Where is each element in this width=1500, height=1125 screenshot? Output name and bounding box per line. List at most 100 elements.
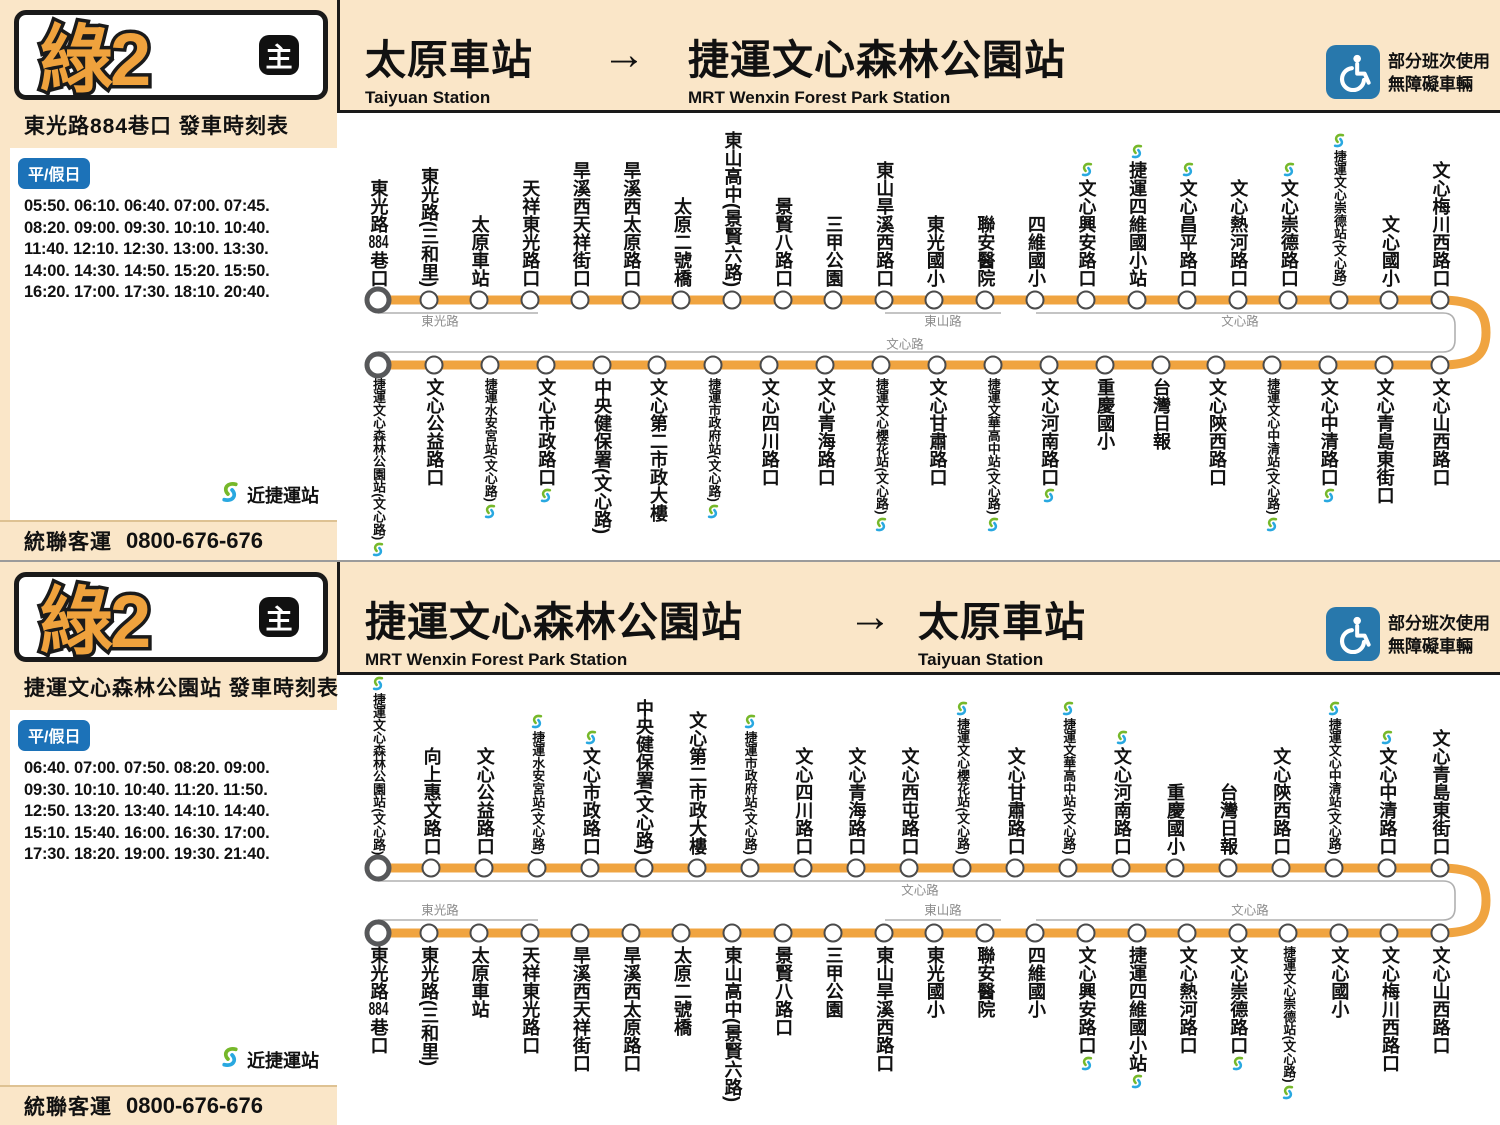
stop-marker <box>570 923 590 943</box>
stop-marker <box>1218 858 1238 878</box>
stop-label: 天祥東光路口 <box>520 946 541 1054</box>
panel-divider <box>0 560 1500 562</box>
stop-label: 東山高中(景賢六路) <box>722 131 743 287</box>
mrt-transfer-icon <box>1131 1074 1143 1089</box>
time-line: 17:30. 18:20. 19:00. 19:30. 21:40. <box>24 845 270 863</box>
stop-label: 捷運市政府站(文心路) <box>706 378 721 521</box>
stop-marker <box>846 858 866 878</box>
stop-marker <box>927 355 947 375</box>
stop-label: 太原車站 <box>469 215 490 287</box>
stop-marker <box>874 290 894 310</box>
mrt-legend-label: 近捷運站 <box>247 1050 319 1071</box>
mrt-transfer-icon <box>1044 488 1055 503</box>
stop-marker <box>899 858 919 878</box>
stop-marker <box>570 290 590 310</box>
stop-label: 重慶國小 <box>1095 378 1116 450</box>
day-type-badge: 平/假日 <box>18 720 91 751</box>
time-line: 15:10. 15:40. 16:00. 16:30. 17:00. <box>24 823 270 842</box>
stop-marker <box>1025 923 1045 943</box>
route-badge: 綠2 主 <box>14 572 328 667</box>
main-route-tag: 主 <box>259 597 299 637</box>
mrt-transfer-icon <box>1063 702 1074 716</box>
stop-marker <box>424 355 444 375</box>
route-map-return: 文心路 東光路 東山路 文心路 捷運文心森林公園站(文心路) 向上惠文路口 文心公益路口 捷運… <box>340 675 1500 1125</box>
stop-marker <box>773 923 793 943</box>
stop-label: 文心青海路口 <box>846 747 867 855</box>
stop-marker <box>621 923 641 943</box>
stop-label: 台灣日報 <box>1151 378 1172 450</box>
stop-label: 東光路(三和里) <box>419 946 440 1066</box>
stop-marker <box>1228 923 1248 943</box>
stop-marker <box>1318 355 1338 375</box>
stop-label: 文心甘肅路口 <box>927 378 948 486</box>
timetable-area: 平/假日 06:40. 07:00. 07:50. 08:20. 09:00. 0… <box>10 710 337 1085</box>
stop-marker <box>1324 858 1344 878</box>
stop-label: 捷運文心中清站(文心路) <box>1326 699 1342 855</box>
mrt-transfer-icon <box>1182 162 1193 177</box>
operator-strip: 統聯客運 0800-676-676 <box>0 520 337 560</box>
stop-marker <box>983 355 1003 375</box>
road-label: 文心路 <box>901 882 939 897</box>
stop-label: 捷運文心櫻花站(文心路) <box>955 699 970 855</box>
destination-name-en: Taiyuan Station <box>918 650 1044 669</box>
mrt-legend-label: 近捷運站 <box>247 485 319 506</box>
stop-marker <box>1430 923 1450 943</box>
mrt-transfer-icon <box>484 504 495 519</box>
stop-marker <box>469 923 489 943</box>
sidebar-outbound: 綠2 主 東光路884巷口 發車時刻表 平/假日 05:50. 06:10. 0… <box>0 0 337 560</box>
stop-label: 聯安醫院 <box>975 215 996 287</box>
road-label: 東光路 <box>421 902 459 917</box>
mrt-transfer-icon <box>372 542 384 557</box>
stop-label: 文心四川路口 <box>759 378 780 486</box>
mrt-legend: 近捷運站 <box>219 1046 319 1073</box>
time-line: 08:20. 09:00. 09:30. 10:10. 10:40. <box>24 218 270 237</box>
stop-label: 捷運水安宮站(文心路) <box>482 378 498 521</box>
stop-marker <box>520 923 540 943</box>
destination-block: 太原車站 Taiyuan Station <box>918 588 1086 670</box>
wheelchair-icon <box>1326 607 1380 661</box>
operator-name: 統聯客運 <box>24 531 112 554</box>
origin-name-en: MRT Wenxin Forest Park Station <box>365 650 628 669</box>
mrt-transfer-icon <box>956 702 968 716</box>
wheelchair-icon <box>1326 45 1380 99</box>
route-number-text: 綠2 <box>39 580 149 663</box>
stop-marker <box>975 923 995 943</box>
operator-phone: 0800-676-676 <box>126 1093 264 1118</box>
timetable-area: 平/假日 05:50. 06:10. 06:40. 07:00. 07:45. 0… <box>10 148 337 520</box>
day-type-badge: 平/假日 <box>18 158 91 189</box>
stop-label: 文心甘肅路口 <box>1005 747 1026 855</box>
stop-label: 三甲公園 <box>823 215 844 287</box>
departure-times: 06:40. 07:00. 07:50. 08:20. 09:00. 09:30.… <box>24 758 324 866</box>
mrt-transfer-icon <box>1116 730 1128 745</box>
stop-marker <box>1271 858 1291 878</box>
stop-label: 四維國小 <box>1025 946 1046 1018</box>
stop-label: 捷運文心崇德站(文心路) <box>1331 131 1347 287</box>
route-map-outbound: 東光路 東山路 文心路 文心路 東光路884巷口 東光路(三和里) 太原車站 天祥東光路口 旱溪… <box>340 113 1500 560</box>
stop-label: 太原二號橋 <box>671 197 692 287</box>
schedule-title: 東光路884巷口 發車時刻表 <box>24 115 289 138</box>
stop-marker <box>1374 355 1394 375</box>
sidebar-return: 綠2 主 捷運文心森林公園站 發車時刻表 平/假日 06:40. 07:00. … <box>0 562 338 1125</box>
direction-header: 捷運文心森林公園站 MRT Wenxin Forest Park Station… <box>337 562 1500 675</box>
stop-label: 文心熱河路口 <box>1228 179 1249 287</box>
origin-name: 捷運文心森林公園站 <box>365 599 743 645</box>
stop-label: 捷運文華高中站(文心路) <box>985 378 1001 534</box>
stop-label: 文心熱河路口 <box>1177 946 1198 1054</box>
operator-name: 統聯客運 <box>24 1096 112 1119</box>
stop-label: 文心中清路口 <box>1319 378 1339 505</box>
stop-marker <box>1076 923 1096 943</box>
stop-marker <box>1076 290 1096 310</box>
stop-marker <box>759 355 779 375</box>
road-label: 東光路 <box>421 313 459 328</box>
stop-label: 捷運水安宮站(文心路) <box>530 712 545 855</box>
stop-label: 文心興安路口 <box>1076 946 1097 1073</box>
mrt-transfer-icon <box>1382 730 1393 745</box>
stop-label: 文心公益路口 <box>474 747 495 855</box>
mrt-transfer-icon <box>1328 702 1339 716</box>
stop-marker <box>1430 290 1450 310</box>
road-label: 文心路 <box>886 336 924 351</box>
stop-label: 東山旱溪西路口 <box>874 161 895 287</box>
panel-outbound: 綠2 主 東光路884巷口 發車時刻表 平/假日 05:50. 06:10. 0… <box>0 0 1500 560</box>
